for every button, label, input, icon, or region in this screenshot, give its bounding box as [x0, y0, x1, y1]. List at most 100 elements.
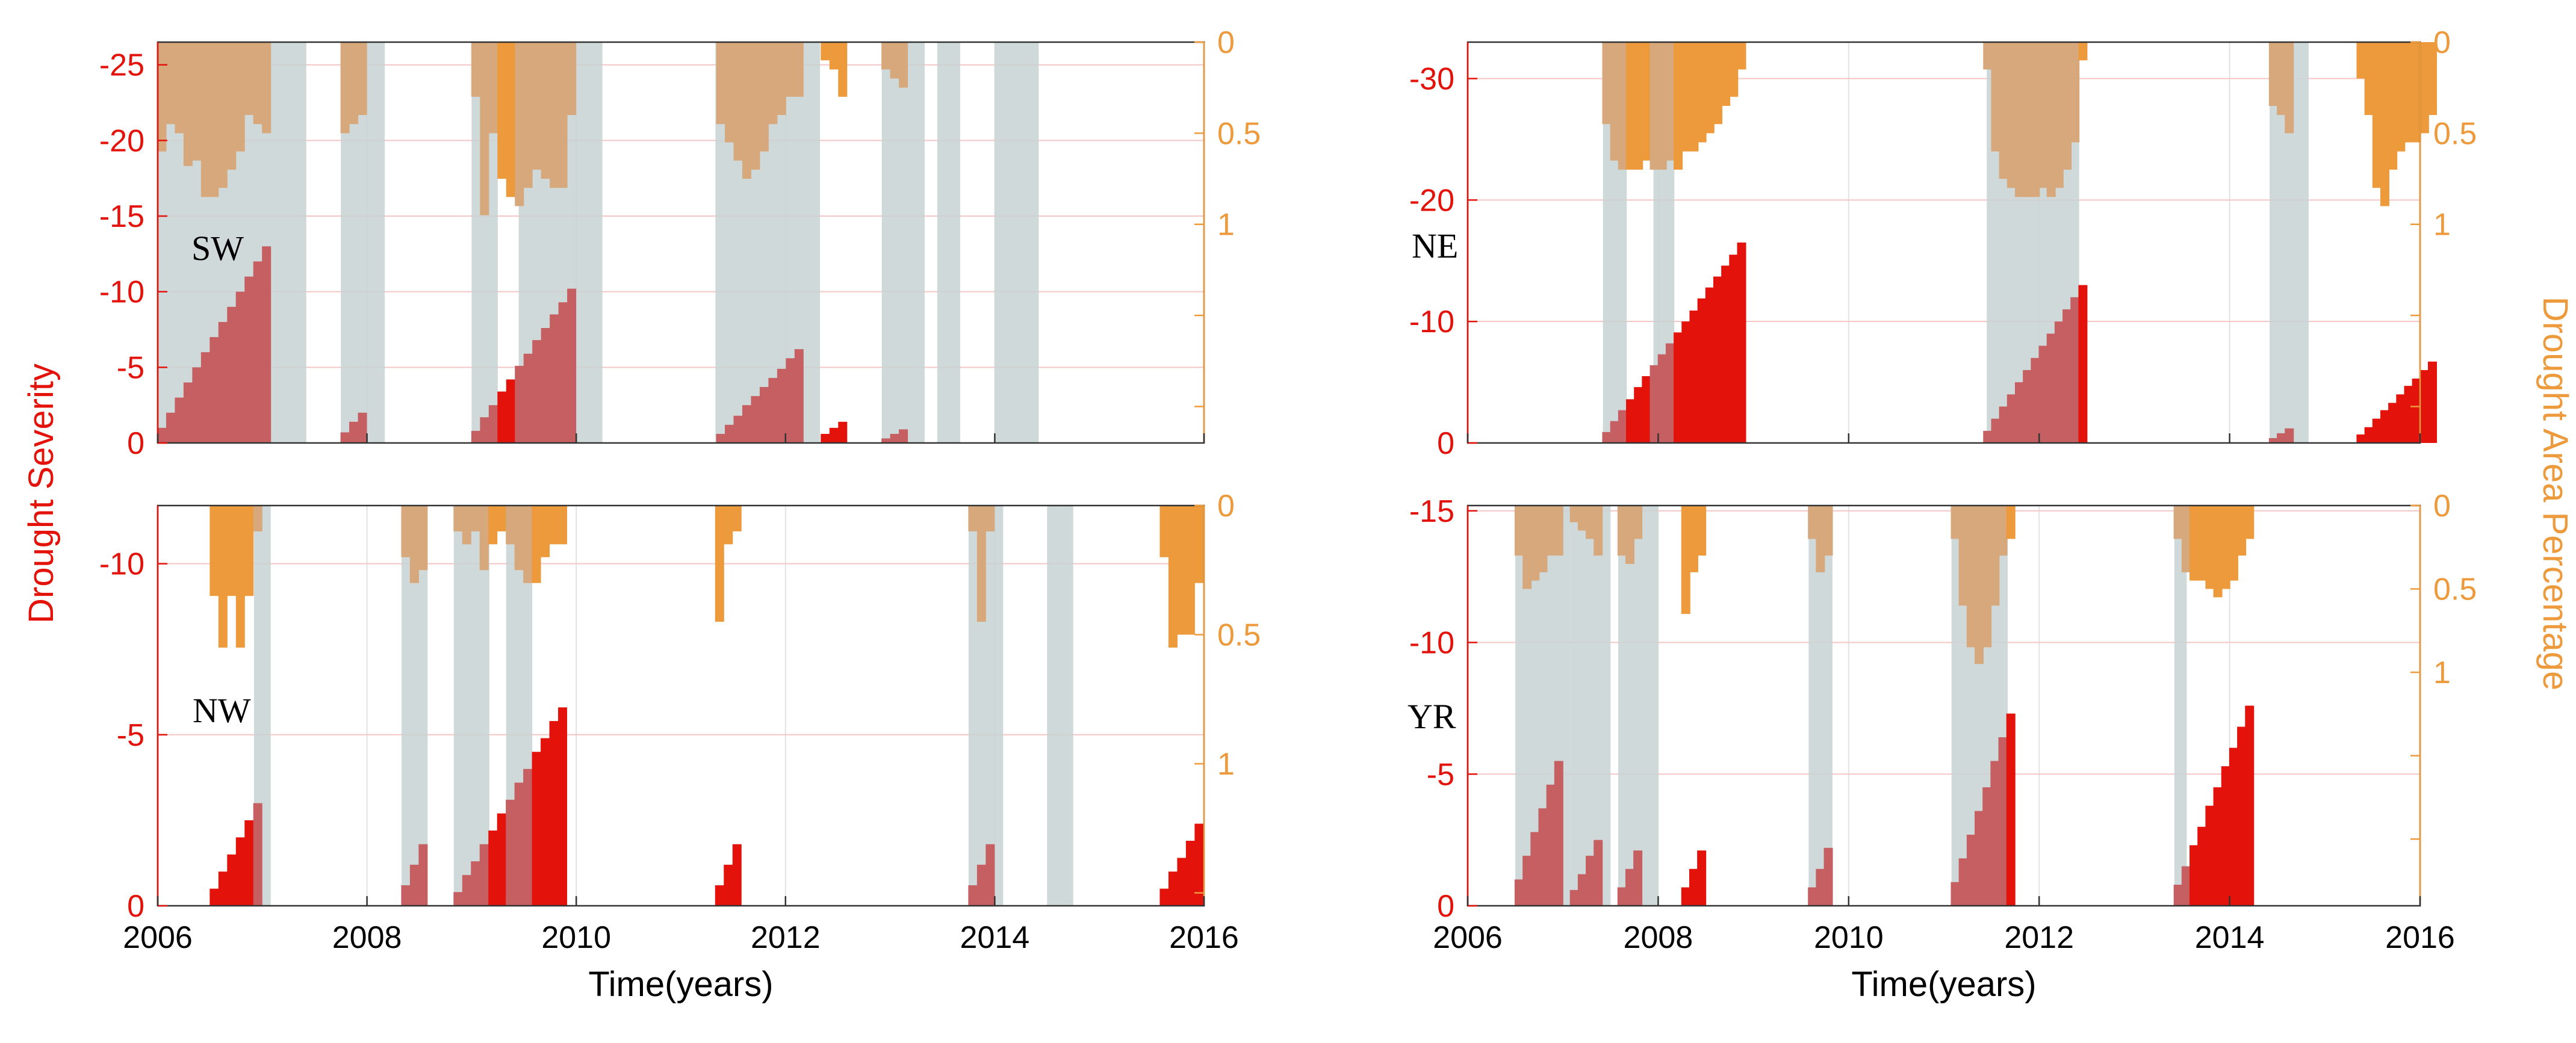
area-bar — [541, 42, 550, 179]
xlabel: Time(years) — [1851, 965, 2036, 1004]
area-bar — [2428, 42, 2438, 116]
duration-band — [2174, 506, 2187, 906]
area-bar — [2078, 42, 2088, 61]
severity-bar — [1650, 365, 1659, 443]
severity-bar — [1168, 871, 1178, 906]
area-bar — [1681, 42, 1691, 152]
ytick-right-label: 0 — [1217, 489, 1235, 524]
severity-bar — [2364, 427, 2374, 443]
duration-band — [995, 42, 1039, 443]
severity-bar — [218, 871, 228, 906]
severity-bar — [409, 864, 419, 906]
severity-bar — [881, 438, 891, 443]
severity-bar — [1177, 858, 1187, 906]
severity-bar — [1951, 882, 1960, 906]
area-bar — [1697, 42, 1707, 143]
area-bar — [742, 42, 751, 179]
severity-bar — [2006, 394, 2016, 443]
severity-bar — [1689, 311, 1699, 443]
severity-bar — [2054, 321, 2064, 443]
area-bar — [1657, 42, 1667, 170]
area-bar — [244, 42, 254, 116]
area-bar — [2268, 42, 2278, 106]
severity-bar — [2197, 826, 2207, 906]
severity-bar — [838, 421, 848, 443]
severity-bar — [183, 382, 193, 443]
severity-bar — [899, 429, 908, 443]
area-bar — [2380, 42, 2389, 206]
xtick-label: 2012 — [751, 920, 821, 955]
ytick-right-label: 1 — [2433, 208, 2451, 243]
ytick-right-label: 0.5 — [1217, 618, 1261, 653]
severity-bar — [218, 321, 228, 443]
severity-bar — [157, 427, 167, 443]
ytick-right-label: 0.5 — [1217, 116, 1261, 151]
area-bar — [1602, 42, 1612, 125]
area-bar — [899, 42, 908, 88]
area-bar — [2054, 42, 2064, 188]
severity-bar — [2221, 766, 2230, 906]
severity-bar — [2245, 705, 2255, 906]
severity-bar — [235, 837, 245, 906]
severity-bar — [1991, 418, 2000, 443]
severity-bar — [497, 391, 507, 443]
severity-bar — [2023, 370, 2032, 443]
severity-bar — [2046, 333, 2056, 443]
severity-bar — [1610, 421, 1619, 443]
severity-bar — [2237, 726, 2247, 906]
severity-bar — [532, 340, 542, 443]
ytick-left-label: 0 — [1437, 889, 1454, 924]
area-bar — [1577, 506, 1587, 531]
severity-bar — [1713, 276, 1722, 443]
area-bar — [976, 506, 986, 622]
area-bar — [218, 506, 228, 648]
severity-bar — [1689, 868, 1698, 906]
severity-bar — [1634, 387, 1643, 443]
severity-bar — [1625, 868, 1634, 906]
severity-bar — [768, 377, 778, 443]
severity-bar — [1522, 855, 1532, 906]
severity-bar — [523, 769, 533, 906]
xtick-label: 2008 — [1624, 920, 1693, 955]
severity-bar — [2396, 394, 2406, 443]
area-bar — [480, 42, 489, 215]
area-bar — [2038, 42, 2048, 188]
severity-bar — [558, 302, 568, 443]
area-bar — [2277, 42, 2286, 116]
severity-bar — [1577, 874, 1587, 906]
area-bar — [497, 42, 507, 179]
ytick-left-label: -10 — [99, 547, 144, 582]
area-bar — [1194, 506, 1204, 583]
severity-bar — [1665, 343, 1675, 443]
severity-bar — [2038, 345, 2048, 443]
severity-bar — [227, 854, 237, 906]
ytick-left-label: -5 — [117, 350, 144, 385]
duration-band — [937, 42, 961, 443]
area-bar — [1642, 42, 1651, 161]
severity-bar — [1697, 298, 1707, 443]
area-bar — [733, 42, 743, 161]
severity-bar — [550, 314, 559, 443]
area-bar — [218, 42, 228, 188]
area-bar — [1674, 42, 1683, 170]
area-bar — [2388, 42, 2398, 170]
area-bar — [1554, 506, 1563, 556]
area-bar — [968, 506, 978, 531]
area-bar — [157, 42, 167, 152]
severity-bar — [2031, 357, 2040, 443]
area-bar — [549, 506, 559, 545]
area-bar — [541, 506, 550, 557]
area-bar — [1975, 506, 1984, 664]
area-bar — [751, 42, 760, 170]
area-bar — [1522, 506, 1532, 589]
ytick-left-label: -20 — [1409, 183, 1454, 218]
area-bar — [1569, 506, 1579, 522]
area-bar — [462, 506, 471, 545]
ytick-right-label: 0.5 — [2433, 116, 2477, 151]
area-bar — [567, 42, 577, 116]
severity-bar — [1958, 858, 1968, 906]
area-bar — [1999, 42, 2008, 179]
ytick-left-label: -10 — [99, 275, 144, 310]
area-bar — [1610, 42, 1619, 161]
area-bar — [2006, 42, 2016, 188]
